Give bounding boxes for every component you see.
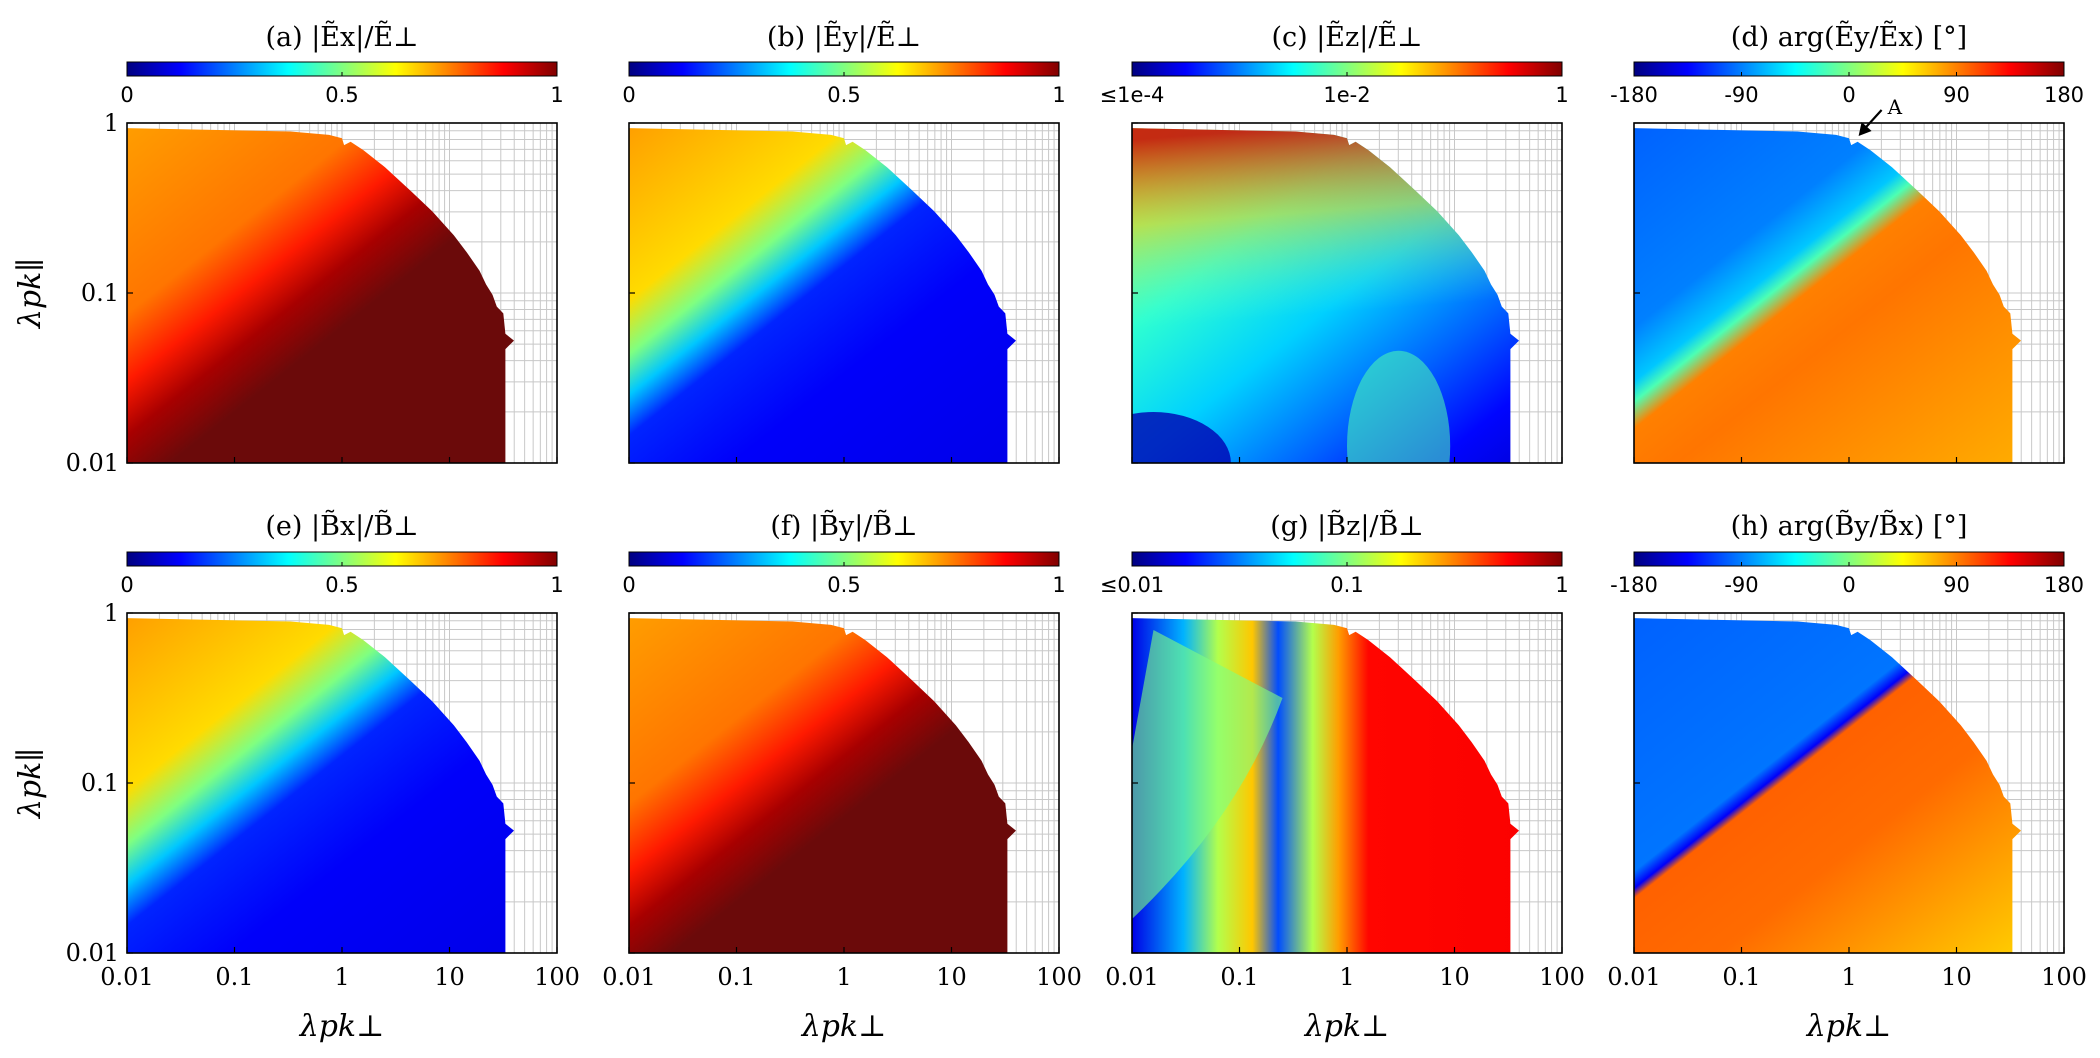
colorbar-tick-label: 0.5 — [325, 83, 358, 107]
y-tick-label: 1 — [104, 599, 119, 627]
panel-d: (d) arg(Ẽy/Ẽx) [°] -180 -90 0 90 180 A — [1610, 20, 2084, 464]
colorbar-tick-label: 0.5 — [827, 573, 860, 597]
y-tick-label: 0.01 — [66, 939, 119, 967]
panel-e: (e) |B̃x|/B̃⊥ 0 0.5 1 0.01 0.1 1 10 100 0.01 0.1 1 λ… — [13, 509, 580, 1044]
x-tick-label: 1 — [1339, 963, 1354, 991]
colorbar-tick-label: -90 — [1724, 573, 1758, 597]
x-tick-label: 1 — [1841, 963, 1856, 991]
heatmap-feature — [1132, 630, 1283, 919]
colorbar-tick-label: 180 — [2044, 83, 2084, 107]
colorbar-tick-label: 90 — [1943, 573, 1970, 597]
annotation-label: A — [1887, 95, 1903, 119]
colorbar-tick-label: 1 — [550, 573, 563, 597]
y-tick-label: 0.01 — [66, 449, 119, 477]
panel-h: (h) arg(B̃y/B̃x) [°] -180 -90 0 90 180 0.01 0.1… — [1607, 509, 2087, 1044]
colorbar-tick-label: 0 — [1842, 573, 1855, 597]
panel-title: (h) arg(B̃y/B̃x) [°] — [1731, 509, 1968, 542]
x-axis-label: λpk⊥ — [801, 1009, 887, 1044]
panel-title: (g) |B̃z|/B̃⊥ — [1270, 509, 1424, 542]
x-tick-label: 1 — [836, 963, 851, 991]
heatmap-feature — [1347, 350, 1451, 463]
panel-title: (e) |B̃x|/B̃⊥ — [265, 509, 418, 542]
x-tick-label: 0.1 — [215, 963, 253, 991]
x-tick-label: 100 — [2041, 963, 2087, 991]
colorbar-tick-label: 1 — [1555, 573, 1568, 597]
panel-title: (c) |Ẽz|/Ẽ⊥ — [1271, 20, 1422, 53]
colorbar-tick-label: -180 — [1610, 83, 1658, 107]
x-tick-label: 10 — [434, 963, 465, 991]
colorbar-tick-label: 0 — [1842, 83, 1855, 107]
colorbar-tick-label: -180 — [1610, 573, 1658, 597]
colorbar-tick-label: 0 — [120, 83, 133, 107]
annotation-arrowhead — [1858, 122, 1872, 136]
x-tick-label: 0.1 — [1220, 963, 1258, 991]
colorbar-tick-label: 180 — [2044, 573, 2084, 597]
colorbar-tick-label: 0.1 — [1330, 573, 1363, 597]
colorbar-tick-label: 1 — [550, 83, 563, 107]
x-tick-label: 100 — [1539, 963, 1585, 991]
panel-title: (d) arg(Ẽy/Ẽx) [°] — [1731, 20, 1967, 53]
colorbar-tick-label: ≤0.01 — [1100, 573, 1164, 597]
x-tick-label: 10 — [1941, 963, 1972, 991]
x-tick-label: 0.01 — [602, 963, 655, 991]
x-tick-label: 10 — [936, 963, 967, 991]
panel-c: (c) |Ẽz|/Ẽ⊥ ≤1e-4 1e-2 1 — [1100, 20, 1569, 464]
colorbar-tick-label: 0.5 — [827, 83, 860, 107]
colorbar-tick-label: ≤1e-4 — [1100, 83, 1165, 107]
panel-title: (b) |Ẽy|/Ẽ⊥ — [767, 20, 921, 53]
x-axis-label: λpk⊥ — [1806, 1009, 1892, 1044]
x-tick-label: 100 — [1036, 963, 1082, 991]
panel-b: (b) |Ẽy|/Ẽ⊥ 0 0.5 1 — [622, 20, 1066, 464]
y-axis-label: λpk∥ — [13, 258, 48, 329]
x-tick-label: 0.01 — [1607, 963, 1660, 991]
x-tick-label: 1 — [334, 963, 349, 991]
colorbar-tick-label: 0 — [622, 83, 635, 107]
colorbar-tick-label: -90 — [1724, 83, 1758, 107]
colorbar-tick-label: 0.5 — [325, 573, 358, 597]
x-tick-label: 0.01 — [1105, 963, 1158, 991]
colorbar-tick-label: 90 — [1943, 83, 1970, 107]
y-tick-label: 0.1 — [81, 769, 119, 797]
colorbar-tick-label: 0 — [622, 573, 635, 597]
heatmap-region — [1132, 128, 1519, 463]
x-tick-label: 0.1 — [717, 963, 755, 991]
x-tick-label: 0.1 — [1722, 963, 1760, 991]
panel-f: (f) |B̃y|/B̃⊥ 0 0.5 1 0.01 0.1 1 10 100 λpk⊥ — [602, 509, 1082, 1044]
panel-title: (f) |B̃y|/B̃⊥ — [770, 509, 917, 542]
panel-a: (a) |Ẽx|/Ẽ⊥ 0 0.5 1 0.01 0.1 1 λpk∥ — [13, 20, 564, 477]
colorbar-tick-label: 1 — [1052, 83, 1065, 107]
y-axis-label: λpk∥ — [13, 748, 48, 819]
x-axis-label: λpk⊥ — [299, 1009, 385, 1044]
y-tick-label: 1 — [104, 109, 119, 137]
heatmap-feature — [1132, 412, 1231, 463]
x-tick-label: 100 — [534, 963, 580, 991]
colorbar-tick-label: 1 — [1052, 573, 1065, 597]
x-axis-label: λpk⊥ — [1304, 1009, 1390, 1044]
colorbar-tick-label: 1 — [1555, 83, 1568, 107]
x-tick-label: 10 — [1439, 963, 1470, 991]
y-tick-label: 0.1 — [81, 279, 119, 307]
panel-g: (g) |B̃z|/B̃⊥ ≤0.01 0.1 1 0.01 0.1 1 10 100 λpk⊥ — [1100, 509, 1585, 1044]
colorbar-tick-label: 1e-2 — [1323, 83, 1370, 107]
x-tick-label: 0.01 — [100, 963, 153, 991]
heatmap-region — [1132, 618, 1519, 953]
panel-title: (a) |Ẽx|/Ẽ⊥ — [265, 20, 418, 53]
colorbar-tick-label: 0 — [120, 573, 133, 597]
